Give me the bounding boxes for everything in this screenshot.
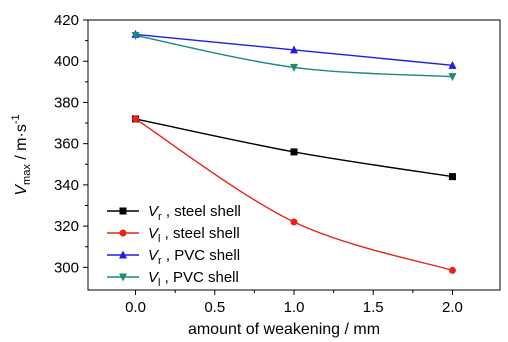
y-tick-label: 300 — [54, 259, 79, 276]
x-tick-label: 1.5 — [363, 299, 384, 316]
legend-label: Vr , steel shell — [148, 203, 241, 223]
axis-ticks: 0.0 0.5 1.0 1.5 2.0 300 320 340 360 380 400 420 — [54, 12, 463, 316]
series-3 — [131, 31, 457, 82]
legend-marker — [119, 229, 127, 237]
data-point — [290, 63, 298, 72]
x-tick-label: 1.0 — [284, 299, 305, 316]
legend-marker — [119, 273, 127, 282]
series-0 — [132, 115, 456, 181]
y-tick-label: 380 — [54, 94, 79, 111]
legend-label: Vl , steel shell — [148, 225, 240, 245]
data-point — [290, 45, 298, 54]
data-point — [290, 218, 298, 226]
legend-label: Vl , PVC shell — [148, 269, 239, 289]
series-line — [135, 118, 453, 178]
x-tick-label: 0.5 — [204, 299, 225, 316]
data-point — [290, 148, 298, 156]
y-tick-label: 420 — [54, 12, 79, 29]
legend-marker — [119, 250, 127, 259]
legend-item: Vr , PVC shell — [107, 247, 240, 267]
x-axis-title: amount of weakening / mm — [188, 321, 380, 338]
legend-item: Vl , PVC shell — [107, 269, 239, 289]
data-point — [131, 31, 140, 40]
y-tick-label: 340 — [54, 177, 79, 194]
legend-label: Vr , PVC shell — [148, 247, 240, 267]
data-point — [448, 73, 457, 82]
x-tick-label: 0.0 — [125, 299, 146, 316]
x-tick-label: 2.0 — [442, 299, 463, 316]
y-tick-label: 320 — [54, 218, 79, 235]
legend-item: Vr , steel shell — [107, 203, 241, 223]
series-1 — [132, 115, 456, 274]
data-point — [448, 266, 456, 274]
series-group — [131, 29, 457, 274]
data-point — [448, 173, 456, 181]
y-tick-label: 400 — [54, 53, 79, 70]
axis-titles: amount of weakening / mm Vmax / m·s-1 — [10, 114, 380, 338]
data-point — [132, 115, 140, 123]
y-axis-title: Vmax / m·s-1 — [10, 114, 33, 195]
series-2 — [131, 29, 457, 69]
legend-marker — [119, 207, 127, 215]
legend-item: Vl , steel shell — [107, 225, 240, 245]
data-point — [448, 60, 457, 69]
y-tick-label: 360 — [54, 136, 79, 153]
